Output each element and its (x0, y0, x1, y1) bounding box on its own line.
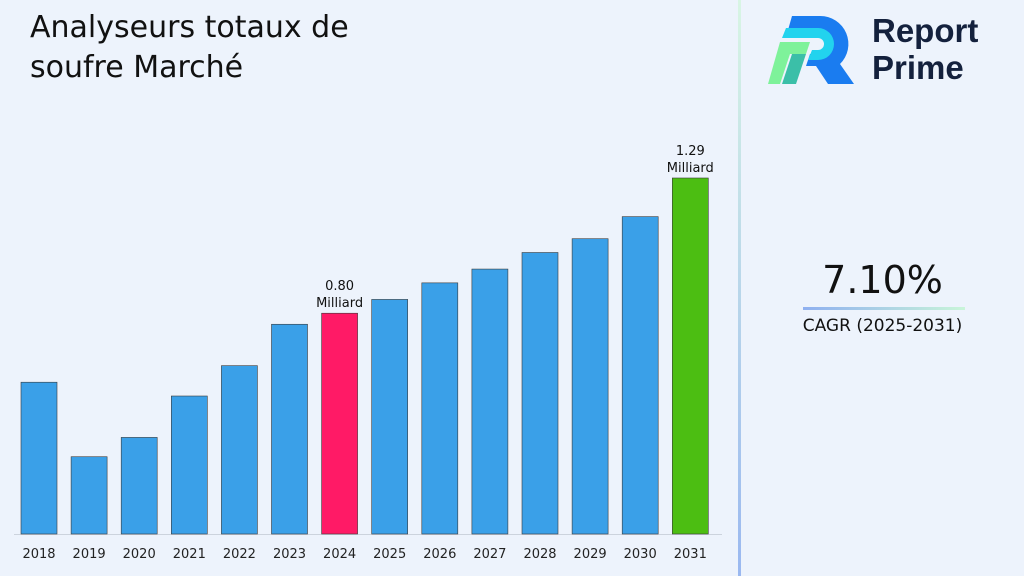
x-tick-label: 2031 (674, 547, 707, 562)
x-tick-label: 2022 (223, 547, 256, 562)
bar-chart: 2018 2019 2020 2021 2022 2023 2024 0.80 Milliard… (14, 144, 722, 562)
data-label-unit: Milliard (667, 161, 714, 176)
bar-2021 (171, 395, 208, 535)
divider (738, 0, 741, 576)
bar-2031 (671, 177, 709, 535)
data-label-unit: Milliard (316, 296, 363, 311)
logo-line1: Report (872, 12, 979, 49)
cagr-underline (803, 307, 965, 310)
bar-2025 (371, 299, 409, 535)
data-label-value: 1.29 (676, 144, 705, 159)
bar-2030 (621, 216, 659, 535)
data-label-value: 0.80 (325, 279, 354, 294)
x-tick-label: 2025 (373, 547, 406, 562)
x-tick-label: 2026 (423, 547, 456, 562)
x-tick-label: 2028 (523, 547, 556, 562)
x-tick-label: 2029 (574, 547, 607, 562)
x-tick-label: 2020 (123, 547, 156, 562)
x-tick-label: 2027 (473, 547, 506, 562)
x-tick-label: 2024 (323, 547, 356, 562)
x-tick-label: 2021 (173, 547, 206, 562)
x-tick-label: 2023 (273, 547, 306, 562)
logo-line2: Prime (872, 49, 964, 86)
cagr-value: 7.10% (822, 258, 943, 302)
report-prime-logo (768, 15, 854, 84)
bar-2029 (571, 238, 609, 535)
bar-2019 (70, 456, 108, 535)
cagr-label: CAGR (2025-2031) (802, 316, 963, 336)
logo-text: Report Prime (872, 12, 978, 86)
bar-2018 (20, 381, 58, 535)
bar-2026 (421, 282, 459, 535)
chart-title: Analyseurs totaux de soufre Marché (30, 10, 349, 85)
x-tick-label: 2019 (73, 547, 106, 562)
bar-2022 (221, 365, 258, 535)
bar-2024 (321, 312, 358, 535)
bar-2027 (471, 268, 509, 535)
x-tick-label: 2030 (624, 547, 657, 562)
bar-2023 (271, 323, 308, 535)
bar-2020 (120, 437, 158, 535)
x-tick-label: 2018 (22, 547, 55, 562)
bar-2028 (521, 252, 559, 535)
